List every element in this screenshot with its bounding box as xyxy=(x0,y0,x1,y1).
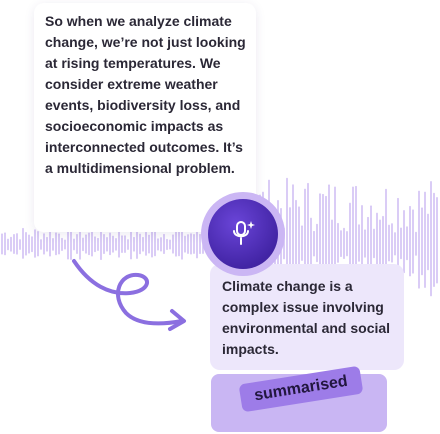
transcript-card: So when we analyze climate change, we’re… xyxy=(34,3,256,232)
microphone-sparkle-icon xyxy=(233,221,255,245)
summary-card: Climate change is a complex issue involv… xyxy=(210,264,404,370)
summary-text: Climate change is a complex issue involv… xyxy=(222,278,391,357)
transcript-text: So when we analyze climate change, we’re… xyxy=(45,13,246,176)
curly-arrow-icon xyxy=(72,259,186,331)
